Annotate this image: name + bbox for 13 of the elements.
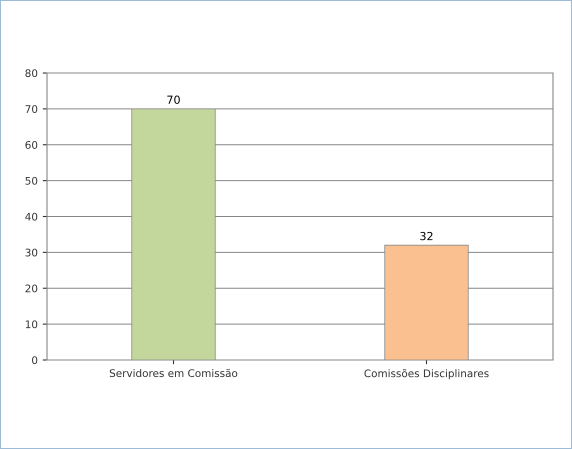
data-label: 32 [420, 232, 432, 240]
y-tick-label: 60 [25, 140, 38, 149]
y-tick-label: 10 [26, 320, 38, 328]
y-tick-label: 50 [26, 176, 38, 185]
y-tick-label: 30 [26, 248, 38, 256]
y-tick-label: 80 [25, 69, 38, 78]
y-tick-label: 0 [32, 356, 38, 364]
y-tick-label: 20 [25, 284, 38, 292]
y-tick-label: 70 [26, 105, 38, 113]
y-tick-label: 40 [25, 212, 38, 221]
x-tick-label: Comissões Disciplinares [364, 369, 489, 380]
data-label: 70 [167, 96, 180, 104]
x-tick-label: Servidores em Comissão [110, 368, 238, 378]
